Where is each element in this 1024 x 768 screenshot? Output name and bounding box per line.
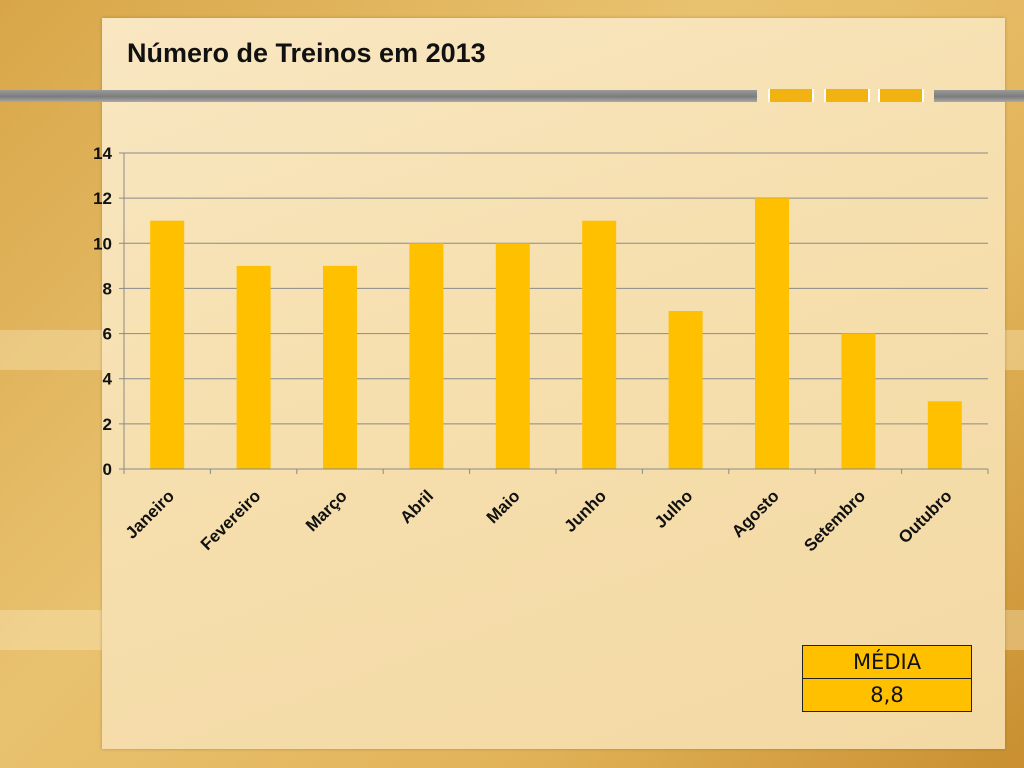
- bar-layer: [150, 198, 962, 469]
- title-rule-left: [0, 90, 757, 102]
- media-table: MÉDIA 8,8: [802, 645, 972, 712]
- bar: [668, 311, 703, 469]
- bar: [495, 243, 530, 469]
- x-tick-label: Janeiro: [122, 486, 178, 542]
- bar: [927, 401, 962, 469]
- y-tick-label: 12: [93, 189, 112, 208]
- x-tick-label: Fevereiro: [197, 486, 265, 554]
- x-tick-label: Maio: [483, 486, 524, 527]
- bar: [582, 220, 617, 469]
- page-title: Número de Treinos em 2013: [127, 38, 486, 68]
- bar: [236, 265, 271, 469]
- title-rule-square: [768, 89, 814, 102]
- title-rule-square: [824, 89, 870, 102]
- x-tick-label: Setembro: [800, 486, 869, 555]
- x-tick-label: Agosto: [728, 486, 783, 541]
- y-tick-label: 0: [103, 460, 112, 479]
- bar: [755, 198, 789, 469]
- x-tick-label: Abril: [396, 486, 437, 527]
- x-tick-label: Outubro: [895, 486, 956, 547]
- title-rule-square: [878, 89, 924, 102]
- y-tick-label: 4: [103, 370, 113, 389]
- media-value: 8,8: [802, 678, 972, 712]
- y-tick-label: 6: [103, 325, 112, 344]
- axis-layer: [119, 152, 989, 474]
- x-tick-label: Março: [302, 486, 351, 535]
- x-tick-label: Julho: [651, 486, 696, 531]
- bar: [150, 220, 185, 469]
- media-header: MÉDIA: [802, 645, 972, 679]
- bar: [409, 243, 444, 469]
- y-tick-label: 10: [93, 234, 112, 253]
- y-tick-label: 14: [93, 144, 112, 163]
- title-rule-right: [934, 90, 1024, 102]
- bar: [841, 333, 876, 469]
- y-tick-label: 2: [103, 415, 112, 434]
- bar: [323, 265, 357, 469]
- y-tick-label: 8: [103, 279, 112, 298]
- x-tick-label: Junho: [561, 486, 610, 535]
